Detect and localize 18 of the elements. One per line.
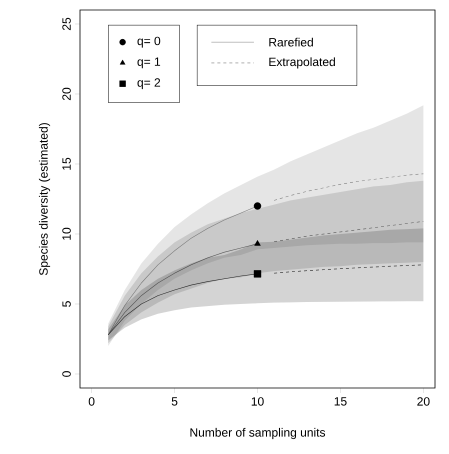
y-tick-label: 25 — [62, 18, 71, 30]
y-tick-label: 0 — [62, 371, 71, 377]
legend-label: q= 2 — [138, 78, 160, 90]
x-tick-label: 5 — [172, 397, 178, 406]
x-tick-label: 15 — [334, 397, 347, 406]
x-tick-label: 10 — [252, 397, 264, 406]
y-tick-label: 10 — [62, 228, 71, 240]
y-tick-label: 15 — [62, 158, 71, 170]
y-tick-label: 20 — [62, 88, 71, 100]
x-tick-label: 20 — [417, 397, 430, 406]
x-axis-title: Number of sampling units — [190, 428, 326, 440]
legend-label: Extrapolated — [269, 57, 335, 69]
y-tick-label: 5 — [62, 301, 71, 307]
x-tick-label: 0 — [88, 397, 94, 406]
legend-label: q= 1 — [138, 58, 160, 68]
y-axis-title: Species diversity (estimated) — [38, 123, 50, 276]
legend-label: q= 0 — [138, 36, 160, 48]
legend-label: Rarefied — [269, 38, 313, 47]
